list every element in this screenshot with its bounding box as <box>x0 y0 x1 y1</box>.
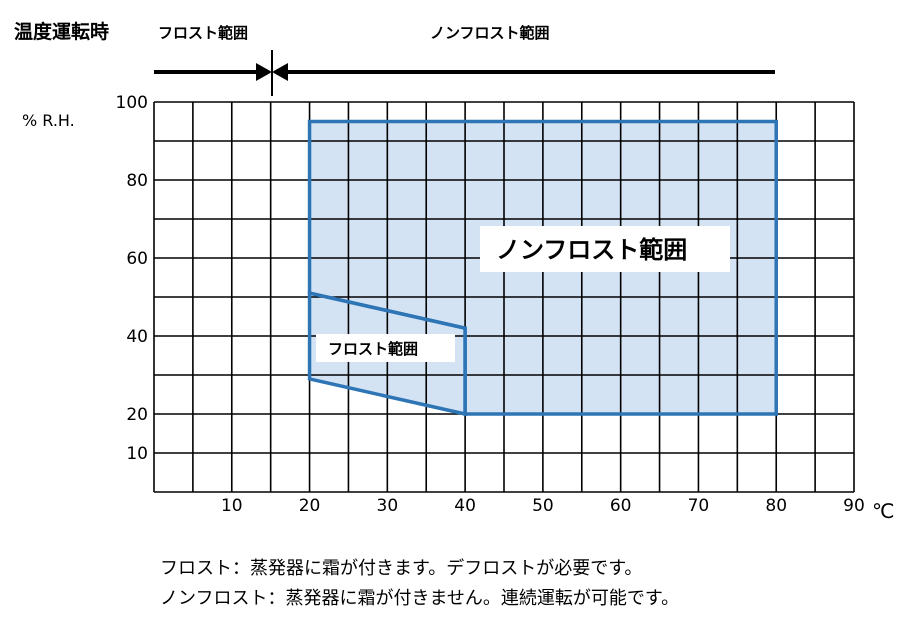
frost-arrowhead <box>256 63 272 81</box>
y-axis-label: % R.H. <box>22 111 75 130</box>
tick-labels: 10 20 30 40 50 60 70 80 90 10 20 40 60 80 100 <box>116 93 865 516</box>
x-tick-label: 10 <box>221 496 243 516</box>
frost-label-box <box>316 334 455 362</box>
frost-region-label: フロスト範囲 <box>328 340 418 358</box>
x-tick-label: 50 <box>532 496 554 516</box>
y-tick-label: 60 <box>126 249 148 269</box>
x-tick-label: 80 <box>765 496 787 516</box>
range-arrow-indicator <box>154 50 775 96</box>
y-tick-label: 20 <box>126 405 148 425</box>
y-tick-label: 100 <box>116 93 148 113</box>
x-tick-label: 30 <box>377 496 399 516</box>
x-tick-label: 40 <box>454 496 476 516</box>
region-outlines <box>307 119 778 417</box>
footnote-nonfrost: ノンフロスト：蒸発器に霜が付きません。連続運転が可能です。 <box>160 588 680 609</box>
region-outline-1 <box>307 290 467 417</box>
y-tick-label: 40 <box>126 327 148 347</box>
x-tick-label: 70 <box>688 496 710 516</box>
nonfrost-region-label: ノンフロスト範囲 <box>496 236 687 264</box>
x-tick-label: 20 <box>299 496 321 516</box>
chart-title: 温度運転時 <box>14 20 109 43</box>
y-tick-label: 80 <box>126 171 148 191</box>
x-tick-label: 60 <box>610 496 632 516</box>
footnote-frost: フロスト：蒸発器に霜が付きます。デフロストが必要です。 <box>160 558 643 579</box>
x-tick-label: 90 <box>843 496 865 516</box>
x-axis-unit: ℃ <box>872 499 894 523</box>
y-tick-label: 10 <box>126 444 148 464</box>
nonfrost-range-header: ノンフロスト範囲 <box>430 24 550 42</box>
nonfrost-label-box <box>480 226 730 272</box>
nonfrost-arrowhead <box>272 63 288 81</box>
frost-range-header: フロスト範囲 <box>158 24 248 42</box>
